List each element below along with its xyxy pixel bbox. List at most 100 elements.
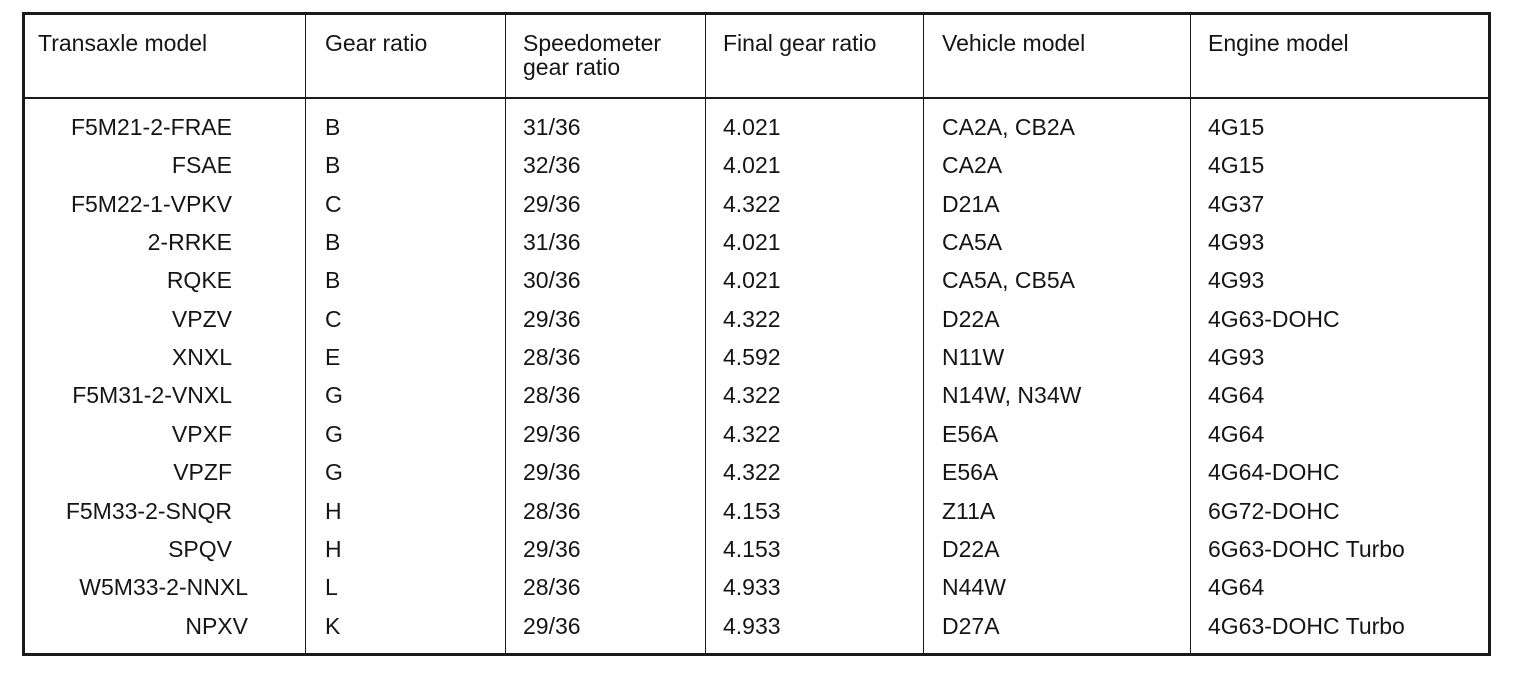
table-cell: Z11A — [942, 497, 996, 524]
table-cell: 4G63-DOHC Turbo — [1208, 612, 1405, 639]
header-cell: Gear ratio — [325, 30, 428, 56]
transaxle-model: VPZF — [173, 459, 232, 486]
transaxle-model: FSAE — [171, 152, 232, 179]
transaxle-model: VPXF — [171, 420, 232, 447]
table-cell: E — [325, 344, 341, 371]
table-cell: E56A — [942, 420, 999, 447]
table-cell: 29/36 — [523, 612, 581, 639]
table-cell: CA5A — [942, 229, 1003, 256]
table-cell: 4.933 — [723, 612, 781, 639]
table-cell: 29/36 — [523, 420, 581, 447]
transaxle-model: NPXV — [185, 612, 248, 639]
table-cell: H — [325, 497, 342, 524]
table-cell: 4G64 — [1208, 574, 1265, 601]
table-cell: B — [325, 152, 341, 179]
table-cell: D22A — [942, 535, 1000, 562]
table-cell: 4G63-DOHC — [1208, 305, 1340, 332]
table-cell: 32/36 — [523, 152, 581, 179]
column-rule — [1190, 12, 1191, 656]
table-cell: C — [325, 305, 342, 332]
table-cell: 4.322 — [723, 459, 781, 486]
table-cell: 4.153 — [723, 497, 781, 524]
transaxle-model: F5M21-2-FRAE — [70, 114, 232, 140]
table-cell: N44W — [942, 574, 1006, 601]
table-cell: 4G37 — [1208, 190, 1265, 217]
table-cell: L — [325, 574, 338, 601]
header-cell: Transaxle model — [38, 30, 208, 56]
transaxle-model: RQKE — [166, 267, 232, 294]
border-right — [1488, 12, 1491, 656]
table-cell: 29/36 — [523, 459, 581, 486]
table-cell: CA2A, CB2A — [942, 114, 1075, 140]
table-cell: G — [325, 459, 343, 486]
table-cell: 4G93 — [1208, 229, 1265, 256]
table-cell: 6G72-DOHC — [1208, 497, 1340, 524]
table-cell: D22A — [942, 305, 1000, 332]
table-cell: 31/36 — [523, 229, 581, 256]
table-cell: 28/36 — [523, 497, 581, 524]
table-cell: 28/36 — [523, 574, 581, 601]
table-cell: 4G15 — [1208, 152, 1265, 179]
border-top — [22, 12, 1491, 15]
table-cell: G — [325, 382, 343, 409]
column-rule — [305, 12, 306, 656]
table-cell: 4.592 — [723, 344, 781, 371]
table-cell: C — [325, 190, 342, 217]
table-cell: CA2A — [942, 152, 1003, 179]
table-cell: 4.933 — [723, 574, 781, 601]
table-cell: 4.021 — [723, 114, 781, 140]
table-cell: K — [325, 612, 341, 639]
table-cell: 29/36 — [523, 535, 581, 562]
column-rule — [705, 12, 706, 656]
table-cell: 4.021 — [723, 229, 781, 256]
table-cell: D21A — [942, 190, 1000, 217]
transaxle-model: XNXL — [171, 344, 232, 371]
header-cell: Final gear ratio — [723, 30, 877, 56]
table-cell: 4G93 — [1208, 267, 1265, 294]
transaxle-model: W5M33-2-NNXL — [79, 574, 248, 601]
table-cell: 4G15 — [1208, 114, 1265, 140]
table-cell: 6G63-DOHC Turbo — [1208, 535, 1405, 562]
header-cell: Vehicle model — [942, 30, 1086, 56]
table-cell: 4.153 — [723, 535, 781, 562]
table-cell: 28/36 — [523, 344, 581, 371]
table-cell: 4.021 — [723, 267, 781, 294]
table-cell: D27A — [942, 612, 1000, 639]
table-cell: E56A — [942, 459, 999, 486]
table-cell: N11W — [942, 344, 1005, 371]
table-cell: B — [325, 229, 341, 256]
transaxle-model: VPZV — [171, 305, 232, 332]
table-cell: CA5A, CB5A — [942, 267, 1075, 294]
table-cell: 4.322 — [723, 382, 781, 409]
header-cell: Speedometer gear ratio — [523, 30, 662, 80]
table-cell: 4G64 — [1208, 420, 1265, 447]
transaxle-model: 2-RRKE — [147, 229, 232, 256]
table-cell: 4G64 — [1208, 382, 1265, 409]
transaxle-model: SPQV — [168, 535, 232, 562]
table-cell: B — [325, 267, 341, 294]
transaxle-model: F5M33-2-SNQR — [65, 497, 232, 524]
border-bottom — [22, 653, 1491, 656]
column-rule — [923, 12, 924, 656]
border-left — [22, 12, 25, 656]
table-cell: 31/36 — [523, 114, 581, 140]
table-cell: 29/36 — [523, 305, 581, 332]
table-cell: 4G64-DOHC — [1208, 459, 1340, 486]
table-cell: 29/36 — [523, 190, 581, 217]
table-cell: 4.322 — [723, 305, 781, 332]
header-cell: Engine model — [1208, 30, 1349, 56]
table-cell: 4.322 — [723, 190, 781, 217]
table-cell: N14W, N34W — [942, 382, 1082, 409]
table-cell: 4.322 — [723, 420, 781, 447]
table-cell: 4.021 — [723, 152, 781, 179]
table-cell: 30/36 — [523, 267, 581, 294]
table-cell: 28/36 — [523, 382, 581, 409]
table-cell: 4G93 — [1208, 344, 1265, 371]
header-rule — [22, 97, 1491, 99]
transaxle-model: F5M22-1-VPKV — [70, 190, 232, 217]
table-cell: G — [325, 420, 343, 447]
transaxle-model: F5M31-2-VNXL — [72, 382, 232, 409]
table-cell: H — [325, 535, 342, 562]
table-cell: B — [325, 114, 341, 140]
